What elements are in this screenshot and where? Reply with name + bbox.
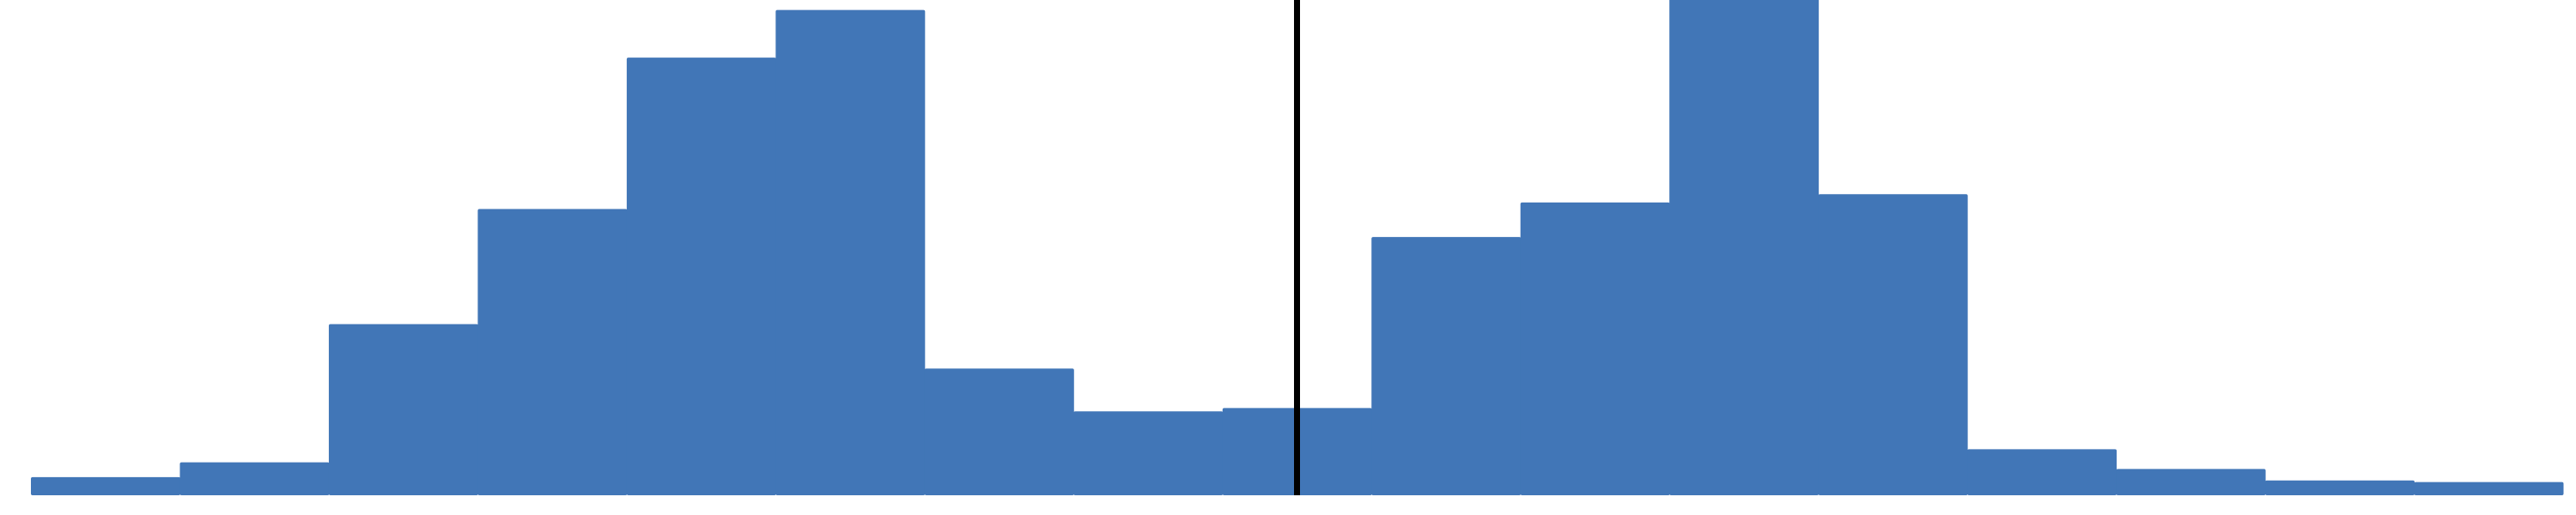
histogram-bar [1520,202,1670,496]
histogram-bar [1669,0,1820,495]
histogram-bar [328,324,478,495]
histogram-bar [31,476,180,495]
histogram-bar [1818,194,1968,495]
histogram-bar [2265,480,2415,495]
histogram-bar [179,462,330,495]
histogram-bar [1371,237,1522,495]
histogram-bar [1967,449,2117,495]
histogram-bar [924,368,1074,495]
histogram-bar [2116,469,2266,495]
histogram-bar [775,9,926,496]
histogram-bar [626,58,776,496]
histogram-bar [1073,411,1224,495]
histogram-bar [2414,482,2564,495]
histogram-bar [477,209,628,495]
